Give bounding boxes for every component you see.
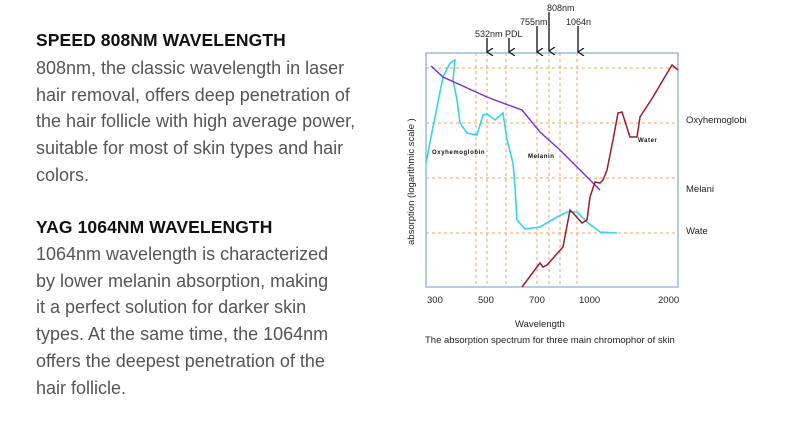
text-line: 808nm, the classic wavelength in laser [36,58,345,78]
text-line: colors. [36,164,90,185]
melanin-curve [430,65,601,191]
text-line: suitable for most of skin types and hair [36,138,344,159]
right-label-water: Wate [686,226,708,237]
text-line: hair removal, offers deep penetration of [36,84,350,105]
text-line: types. At the same time, the 1064nm [36,324,329,345]
plot-frame [425,52,679,288]
water-curve [521,63,679,288]
text-line: hair follicle. [36,377,127,398]
figure-caption: The absorption spectrum for three main c… [425,335,675,346]
oxyhemoglobin-curve [425,58,618,234]
text-line: 1064nm wavelength is characterized [36,244,329,264]
marker-755: 755nm [520,17,548,27]
text-line: offers the deepest penetration of the [36,350,325,371]
wavelength-arrows [487,12,578,52]
label-water: Water [638,138,658,144]
marker-532: 532nm [475,29,503,39]
label-melanin: Melanin [528,154,555,160]
text-line: it a perfect solution for darker skin [36,297,307,318]
marker-1064: 1064n [566,17,591,27]
heading-1064: YAG 1064NM WAVELENGTH [36,217,273,237]
right-label-oxy: Oxyhemoglobi [686,115,747,126]
guide-lines [426,53,678,287]
x-tick: 1000 [579,295,600,306]
x-tick: 300 [427,295,443,306]
marker-808: 808nm [547,3,575,13]
y-axis-label: absorption (logarithmic scale ) [406,118,417,245]
x-axis-label: Wavelength [515,319,565,330]
paragraph-1064: 1064nm wavelength is characterized by lo… [36,241,328,401]
x-tick: 2000 [658,295,679,306]
paragraph-808: 808nm, the classic wavelength in laser h… [36,55,355,189]
x-tick: 700 [529,295,545,306]
heading-808: SPEED 808NM WAVELENGTH [36,30,286,50]
x-tick: 500 [478,295,494,306]
text-line: the hair follicle with high average powe… [36,111,356,132]
text-line: by lower melanin absorption, making [36,270,329,291]
label-oxyhemoglobin: Oxyhemoglobin [432,150,485,156]
marker-pdl: PDL [505,29,523,39]
right-label-melanin: Melani [686,184,714,195]
